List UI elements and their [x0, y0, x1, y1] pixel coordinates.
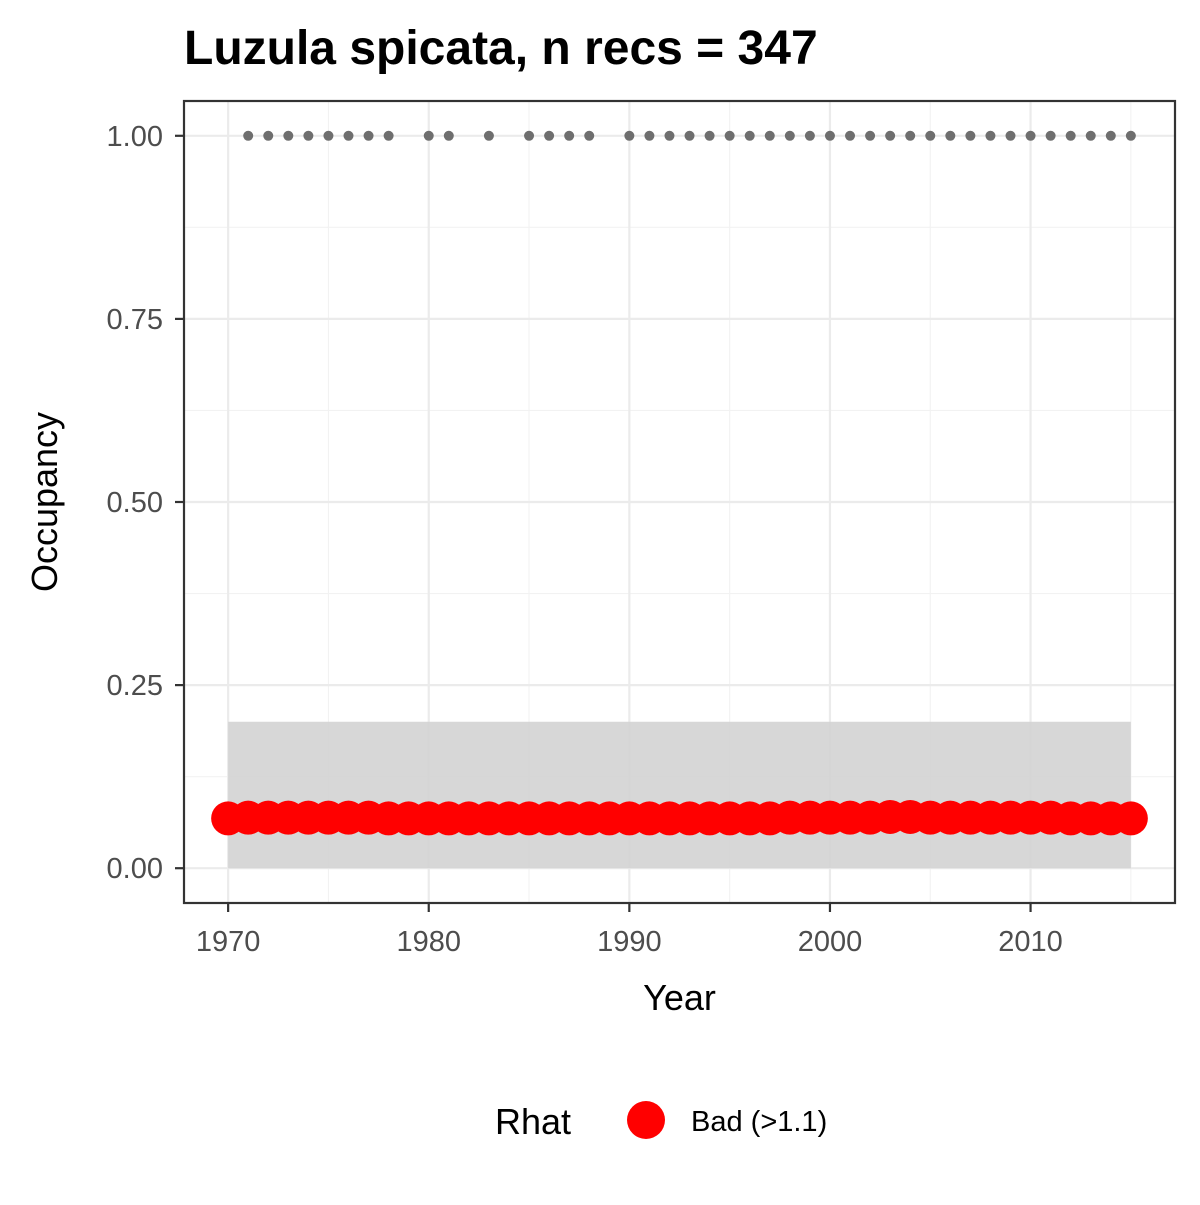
record-dot [784, 130, 795, 141]
x-tick-label: 2000 [798, 926, 863, 958]
y-axis-title: Occupancy [24, 412, 65, 592]
record-dot [423, 130, 434, 141]
record-dot [1005, 130, 1016, 141]
legend-title: Rhat [495, 1101, 571, 1142]
record-dot [905, 130, 916, 141]
record-dot [303, 130, 314, 141]
record-dot [664, 130, 675, 141]
record-dot [564, 130, 575, 141]
record-dot [865, 130, 876, 141]
record-dot [1065, 130, 1076, 141]
occupancy-points-layer [211, 799, 1148, 836]
record-dot [624, 130, 635, 141]
record-dot [845, 130, 856, 141]
y-axis: 0.00 0.25 0.50 0.75 1.00 [107, 121, 184, 885]
x-axis-title: Year [643, 977, 716, 1018]
record-dot [323, 130, 334, 141]
record-dot [544, 130, 555, 141]
record-dot [1025, 130, 1036, 141]
record-dot [824, 130, 835, 141]
record-dot [804, 130, 815, 141]
record-dot [965, 130, 976, 141]
chart-title: Luzula spicata, n recs = 347 [184, 22, 818, 75]
legend: Rhat Bad (>1.1) [495, 1101, 827, 1142]
record-dot [1105, 130, 1116, 141]
y-tick-label: 0.00 [107, 853, 163, 885]
record-dot [383, 130, 394, 141]
record-dot [764, 130, 775, 141]
occupancy-point [1113, 801, 1148, 836]
x-tick-label: 1970 [196, 926, 261, 958]
record-dot [524, 130, 535, 141]
legend-label-bad: Bad (>1.1) [691, 1106, 827, 1138]
record-dot [483, 130, 494, 141]
record-dot [985, 130, 996, 141]
record-dot [885, 130, 896, 141]
record-dot [263, 130, 274, 141]
record-dot [1125, 130, 1136, 141]
record-dot [343, 130, 354, 141]
record-dot [744, 130, 755, 141]
y-tick-label: 0.25 [107, 670, 163, 702]
record-dot [363, 130, 374, 141]
record-dots-layer [243, 130, 1136, 141]
record-dot [1045, 130, 1056, 141]
x-tick-label: 1990 [597, 926, 662, 958]
record-dot [443, 130, 454, 141]
y-tick-label: 1.00 [107, 121, 163, 153]
record-dot [283, 130, 294, 141]
record-dot [945, 130, 956, 141]
record-dot [704, 130, 715, 141]
record-dot [684, 130, 695, 141]
x-axis: 1970 1980 1990 2000 2010 [196, 903, 1063, 958]
y-tick-label: 0.50 [107, 487, 163, 519]
record-dot [243, 130, 254, 141]
record-dot [724, 130, 735, 141]
record-dot [584, 130, 595, 141]
x-tick-label: 1980 [396, 926, 461, 958]
record-dot [925, 130, 936, 141]
x-tick-label: 2010 [998, 926, 1063, 958]
y-tick-label: 0.75 [107, 304, 163, 336]
confidence-ribbon [228, 721, 1131, 869]
record-dot [644, 130, 655, 141]
record-dot [1085, 130, 1096, 141]
confidence-ribbon-layer [228, 721, 1131, 869]
legend-key-bad [627, 1101, 665, 1139]
